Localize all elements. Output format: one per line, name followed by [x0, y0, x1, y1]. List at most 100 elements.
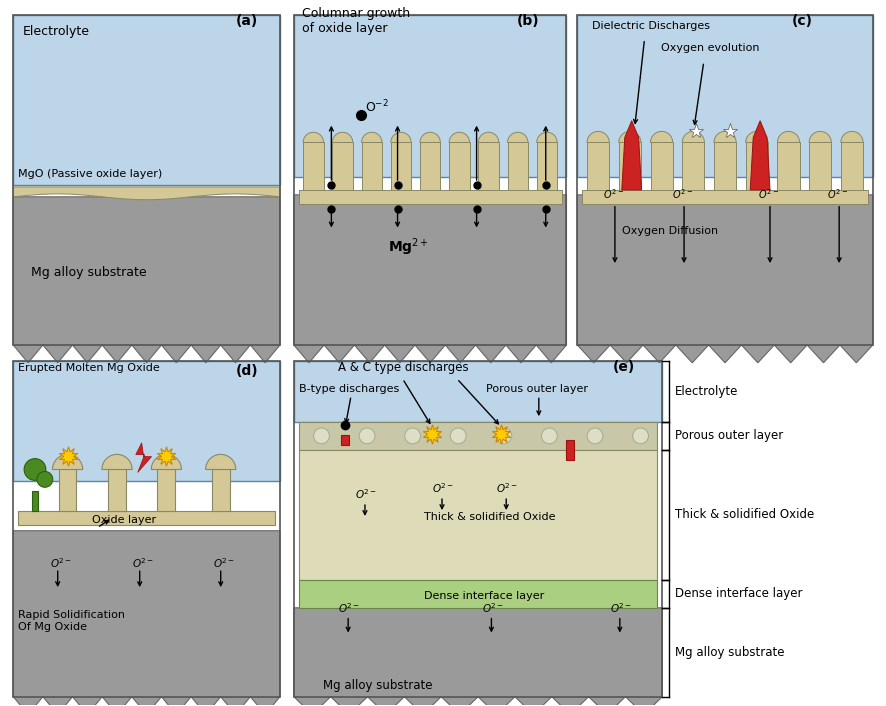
Bar	[294, 15, 566, 345]
Text: B-type discharges: B-type discharges	[299, 385, 399, 395]
Text: Dielectric Discharges: Dielectric Discharges	[592, 21, 711, 31]
Polygon shape	[622, 121, 641, 190]
Text: Mg alloy substrate: Mg alloy substrate	[31, 266, 147, 279]
Polygon shape	[13, 531, 280, 706]
Text: $O^{2-}$: $O^{2-}$	[496, 481, 518, 495]
Polygon shape	[13, 187, 280, 200]
Bar	[294, 361, 663, 697]
Wedge shape	[449, 132, 470, 143]
Wedge shape	[777, 131, 799, 143]
Wedge shape	[618, 131, 641, 143]
Wedge shape	[303, 132, 323, 143]
Wedge shape	[420, 132, 440, 143]
Bar	[19, 511, 275, 525]
Text: MgO (Passive oxide layer): MgO (Passive oxide layer)	[19, 169, 162, 179]
Text: $\mathsf{O}^{-2}$: $\mathsf{O}^{-2}$	[365, 98, 389, 115]
Circle shape	[24, 459, 46, 480]
Wedge shape	[52, 455, 82, 469]
Text: $O^{2-}$: $O^{2-}$	[132, 556, 154, 570]
Bar	[650, 143, 672, 190]
Wedge shape	[650, 131, 672, 143]
Text: Erupted Molten Mg Oxide: Erupted Molten Mg Oxide	[19, 363, 160, 373]
Text: (e): (e)	[613, 359, 635, 373]
Text: Mg alloy substrate: Mg alloy substrate	[675, 646, 785, 659]
Bar	[13, 15, 280, 345]
Text: Oxygen Diffusion: Oxygen Diffusion	[622, 227, 718, 237]
Text: $O^{2-}$: $O^{2-}$	[672, 187, 694, 201]
Bar	[777, 143, 799, 190]
Text: Rapid Solidification
Of Mg Oxide: Rapid Solidification Of Mg Oxide	[19, 610, 125, 632]
Wedge shape	[841, 131, 863, 143]
Bar	[361, 143, 382, 190]
Text: $O^{2-}$: $O^{2-}$	[213, 556, 235, 570]
Text: Oxygen evolution: Oxygen evolution	[661, 42, 760, 53]
Bar	[420, 143, 440, 190]
Circle shape	[587, 428, 602, 444]
Bar	[714, 143, 736, 190]
Polygon shape	[136, 443, 152, 472]
Bar	[746, 143, 768, 190]
Bar	[618, 143, 641, 190]
Text: $O^{2-}$: $O^{2-}$	[758, 187, 780, 201]
Bar	[341, 435, 349, 445]
Text: A & C type discharges: A & C type discharges	[338, 361, 469, 373]
Polygon shape	[294, 361, 663, 422]
Wedge shape	[361, 132, 382, 143]
Text: Columnar growth
of oxide layer: Columnar growth of oxide layer	[302, 7, 410, 35]
Text: Electrolyte: Electrolyte	[23, 25, 90, 38]
Text: (b): (b)	[517, 14, 540, 28]
Text: Porous outer layer: Porous outer layer	[486, 385, 588, 395]
Polygon shape	[294, 15, 566, 177]
Bar	[508, 143, 528, 190]
Text: (c): (c)	[792, 14, 812, 28]
Text: $O^{2-}$: $O^{2-}$	[50, 556, 72, 570]
Bar	[478, 143, 499, 190]
Text: Dense interface layer: Dense interface layer	[675, 587, 803, 601]
Bar	[158, 469, 175, 511]
Circle shape	[37, 472, 53, 487]
Text: Electrolyte: Electrolyte	[675, 385, 739, 398]
Bar	[299, 190, 562, 204]
Polygon shape	[294, 195, 566, 363]
Bar	[809, 143, 831, 190]
Wedge shape	[478, 132, 499, 143]
Text: Thick & solidified Oxide: Thick & solidified Oxide	[675, 508, 814, 522]
Wedge shape	[206, 455, 236, 469]
Bar	[299, 450, 657, 580]
Text: $\mathbf{Mg}^{2+}$: $\mathbf{Mg}^{2+}$	[388, 237, 429, 258]
Bar	[391, 143, 411, 190]
Bar	[566, 440, 574, 460]
Wedge shape	[332, 132, 353, 143]
Wedge shape	[587, 131, 610, 143]
Polygon shape	[13, 15, 280, 185]
Polygon shape	[13, 361, 280, 481]
Polygon shape	[578, 15, 873, 177]
Wedge shape	[682, 131, 704, 143]
Bar	[212, 469, 229, 511]
Bar	[841, 143, 863, 190]
Circle shape	[359, 428, 375, 444]
Text: Mg alloy substrate: Mg alloy substrate	[323, 678, 433, 692]
Text: $O^{2-}$: $O^{2-}$	[432, 481, 455, 495]
Wedge shape	[391, 132, 411, 143]
Bar	[303, 143, 323, 190]
Wedge shape	[102, 455, 132, 469]
Text: Porous outer layer: Porous outer layer	[675, 429, 783, 443]
Bar	[449, 143, 470, 190]
Wedge shape	[714, 131, 736, 143]
Bar	[578, 15, 873, 345]
Bar	[332, 143, 353, 190]
Bar	[13, 361, 280, 697]
Bar	[537, 143, 557, 190]
Polygon shape	[13, 197, 280, 363]
Bar	[299, 422, 657, 450]
Text: $O^{2-}$: $O^{2-}$	[603, 187, 624, 201]
Circle shape	[314, 428, 330, 444]
Polygon shape	[750, 121, 770, 190]
Circle shape	[633, 428, 649, 444]
Text: $O^{2-}$: $O^{2-}$	[481, 601, 504, 615]
Wedge shape	[508, 132, 528, 143]
Bar	[299, 580, 657, 608]
Bar	[582, 190, 867, 204]
Wedge shape	[152, 455, 182, 469]
